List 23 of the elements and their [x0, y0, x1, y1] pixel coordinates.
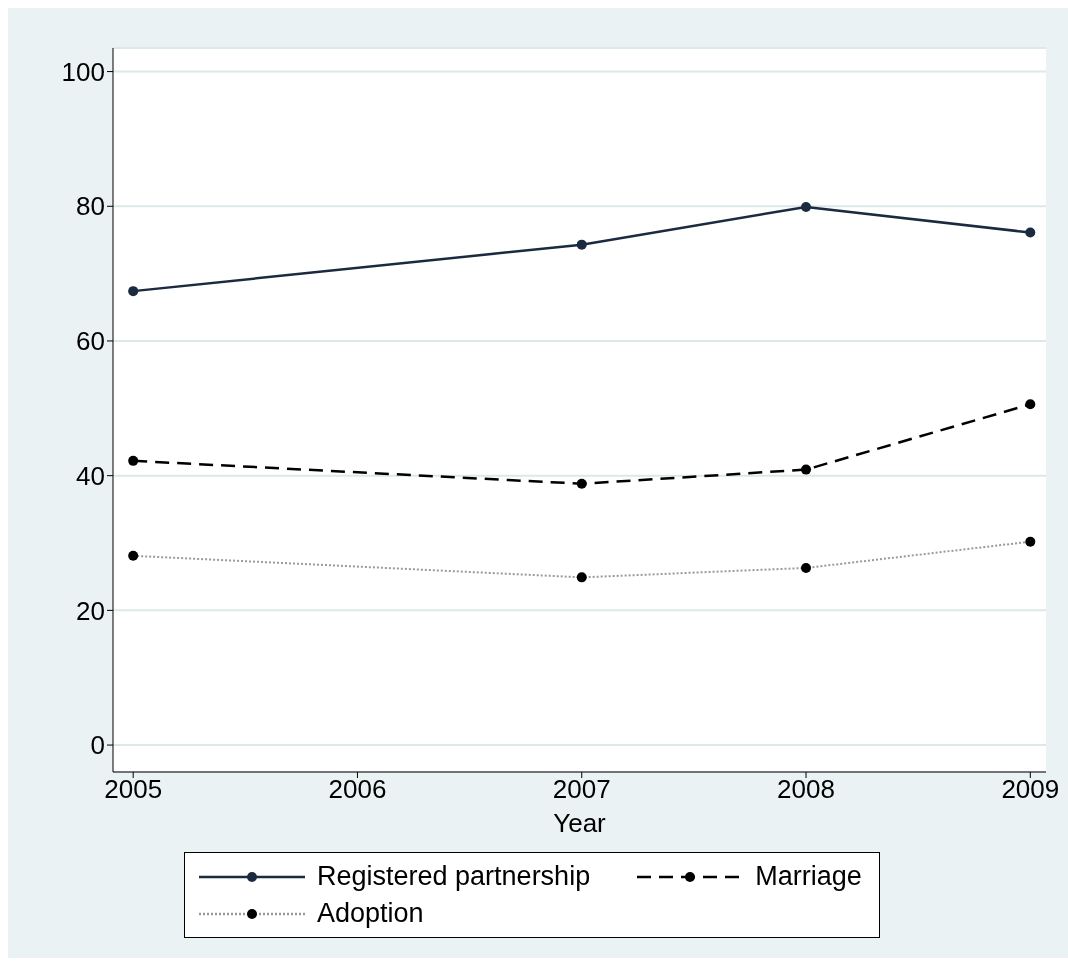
point: [1025, 227, 1036, 238]
y-tick-label: 80: [76, 191, 105, 222]
point: [576, 239, 587, 250]
point: [128, 286, 139, 297]
x-tick-label: 2006: [328, 774, 387, 805]
y-tick-label: 60: [76, 326, 105, 357]
x-tick-label: 2007: [552, 774, 611, 805]
point: [1025, 399, 1036, 410]
x-tick-label: 2008: [777, 774, 835, 805]
x-tick-label: 2005: [104, 774, 163, 805]
y-tick-label: 0: [90, 730, 105, 761]
y-tick-label: 100: [61, 56, 105, 87]
legend-label: Registered partnership: [317, 861, 591, 892]
x-axis-title: Year: [553, 808, 607, 839]
point: [128, 455, 139, 466]
y-tick-label: 40: [76, 460, 105, 491]
legend-label: Adoption: [317, 898, 424, 929]
legend-label: Marriage: [755, 861, 862, 892]
y-tick-label: 20: [76, 595, 105, 626]
x-tick-label: 2009: [1001, 774, 1060, 805]
point: [801, 464, 812, 475]
point: [801, 201, 812, 212]
point: [576, 478, 587, 489]
